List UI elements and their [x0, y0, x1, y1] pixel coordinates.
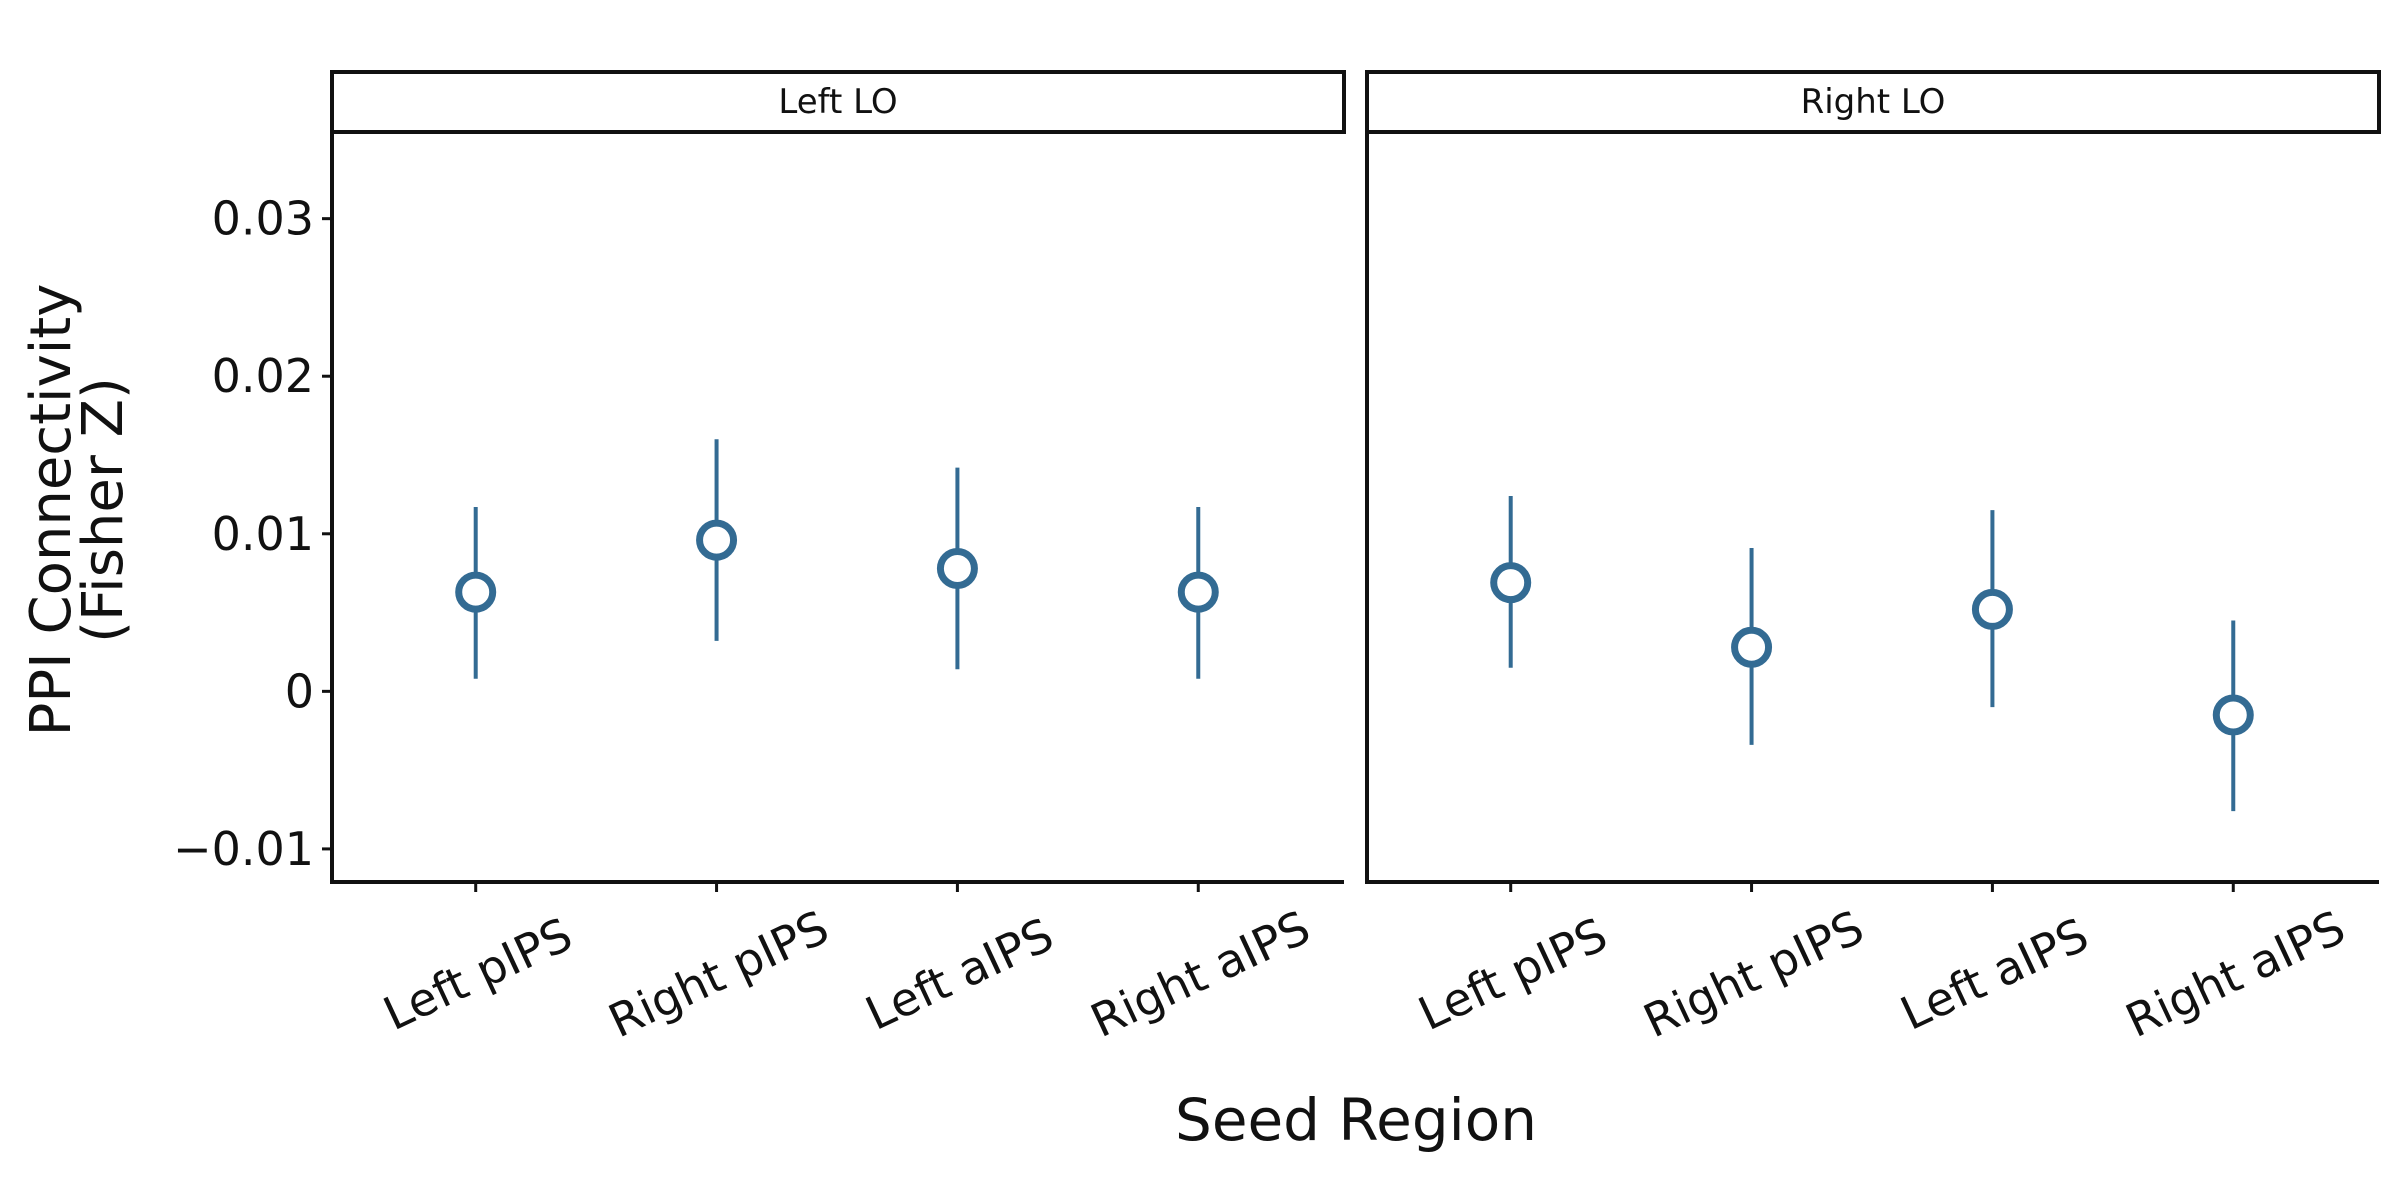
data-point — [936, 547, 978, 589]
facet-strip-title: Left LO — [778, 82, 897, 122]
facet-strip — [330, 70, 1346, 134]
data-point — [1490, 562, 1532, 604]
facet-strip — [1365, 70, 2381, 134]
facet-panel-2: Right LO Left pIPS Right pIPS Left aIPS Righ… — [1365, 70, 2381, 1048]
facet-panel-1: Left LO Left pIPS Right pIPS Left aIPS Right… — [330, 70, 1346, 1048]
data-point — [1177, 571, 1219, 613]
y-axis-label-line-2: (Fisher Z) — [71, 377, 136, 643]
data-point — [455, 571, 497, 613]
y-tick-label: 0.03 — [212, 192, 314, 246]
data-point — [2212, 694, 2254, 736]
y-tick-label: 0.01 — [212, 507, 314, 561]
x-tick-label: Left aIPS — [857, 907, 1061, 1040]
y-tick-label: 0 — [285, 664, 314, 718]
x-tick-label: Right pIPS — [1635, 900, 1871, 1048]
x-tick-label: Left pIPS — [1410, 907, 1615, 1041]
y-axis: −0.01 0 0.01 0.02 0.03 — [173, 192, 332, 876]
y-axis-label-line-1: PPI Connectivity — [19, 284, 84, 737]
x-tick-label: Left aIPS — [1892, 907, 2096, 1040]
data-point — [696, 519, 738, 561]
x-axis-label: Seed Region — [1175, 1086, 1537, 1154]
y-tick-label: −0.01 — [173, 822, 314, 876]
x-tick-label: Right pIPS — [600, 900, 836, 1048]
data-point — [1731, 626, 1773, 668]
y-tick-label: 0.02 — [212, 349, 314, 403]
facet-strip-title: Right LO — [1801, 82, 1946, 122]
x-tick-label: Right aIPS — [1083, 900, 1318, 1048]
x-tick-label: Left pIPS — [375, 907, 580, 1041]
data-point — [1971, 588, 2013, 630]
x-tick-label: Right aIPS — [2118, 900, 2353, 1048]
